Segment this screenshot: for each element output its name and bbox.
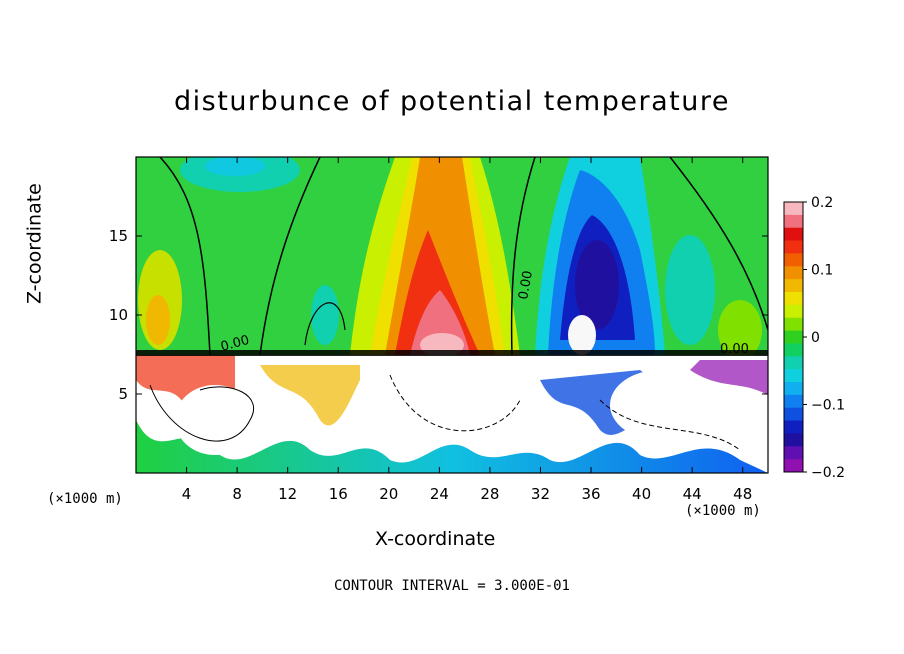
x-axis: 4 8 12 16 20 24 28 32 36 40 44 48 [182,157,752,503]
contour-label: 0.00 [720,342,749,357]
colorbar-swatch [784,266,803,280]
chart-title: disturbunce of potential temperature [174,86,730,117]
x-unit-label-right: (×1000 m) [685,503,761,519]
y-tick-label: 15 [109,227,128,245]
colorbar-swatch [784,433,803,447]
colorbar-tick-label: −0.2 [811,465,845,481]
colorbar-tick-label: −0.1 [811,398,845,414]
y-axis-label: Z-coordinate [23,183,46,304]
x-tick-label: 48 [733,485,752,503]
colorbar-swatch [784,202,803,216]
y-tick-label: 5 [118,385,128,403]
contour-label: 0.00 [219,333,251,355]
colorbar-swatch [784,407,803,422]
colorbar-swatch [784,394,803,409]
colorbar-swatch [784,279,803,293]
colorbar-swatch [784,292,803,306]
colorbar-swatch [784,382,803,396]
colorbar-tick-label: 0.2 [811,195,833,211]
colorbar-swatch [784,214,803,229]
colorbar-tick-label: 0 [811,330,820,346]
y-axis: 5 10 15 [109,227,768,403]
colorbar-swatch [784,369,803,383]
x-unit-label-left: (×1000 m) [47,491,123,507]
colorbar-swatch [784,459,803,473]
x-tick-label: 28 [480,485,499,503]
colorbar-swatch [784,343,803,357]
colorbar-swatch [784,356,803,370]
x-tick-label: 36 [581,485,600,503]
y-tick-label: 10 [109,306,128,324]
x-tick-label: 16 [329,485,348,503]
contour-label: 0.00 [516,270,536,301]
x-tick-label: 12 [278,485,297,503]
colorbar-swatch [784,317,803,332]
colorbar-tick-label: 0.1 [811,263,833,279]
x-tick-label: 24 [430,485,449,503]
x-tick-label: 32 [531,485,550,503]
colorbar-swatch [784,304,803,319]
x-axis-label: X-coordinate [375,528,496,550]
colorbar-swatch [784,253,803,267]
x-tick-label: 4 [182,485,192,503]
contour-interval-note: CONTOUR INTERVAL = 3.000E-01 [333,578,570,594]
colorbar: 0.2 0.1 0 −0.1 −0.2 [783,195,845,481]
colorbar-swatch [784,240,803,254]
x-tick-label: 8 [232,485,242,503]
colorbar-swatch [784,446,803,460]
colorbar-swatch [784,420,803,434]
x-tick-label: 40 [632,485,651,503]
colorbar-swatch [784,330,803,344]
colorbar-swatch [784,227,803,242]
heatmap-field [136,157,768,473]
x-tick-label: 20 [379,485,398,503]
x-tick-label: 44 [683,485,702,503]
